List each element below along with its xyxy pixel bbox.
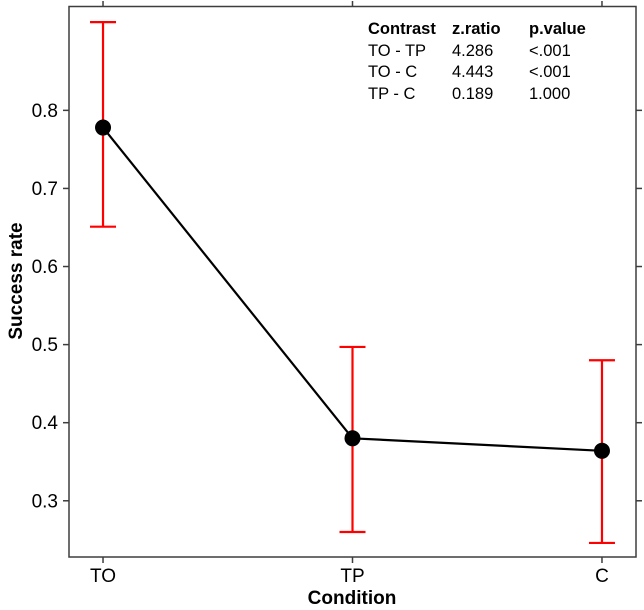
x-tick-label: TO <box>90 566 116 587</box>
stats-table: Contrast z.ratio p.value TO - TP 4.286 <.001 T… <box>368 19 586 105</box>
y-axis-title: Success rate <box>6 222 27 340</box>
stats-header-cell: p.value <box>529 20 586 38</box>
stats-cell: TO - TP <box>368 41 427 60</box>
stats-header-cell: z.ratio <box>452 20 501 38</box>
stats-cell: 0.189 <box>452 84 494 103</box>
data-point <box>344 430 361 447</box>
y-tick-label: 0.4 <box>32 413 59 434</box>
stats-cell: 1.000 <box>529 84 571 103</box>
stats-cell: <.001 <box>529 41 571 60</box>
data-point <box>593 442 610 459</box>
x-axis-title: Condition <box>307 588 397 609</box>
x-tick-label: C <box>595 566 609 587</box>
stats-cell: TO - C <box>368 63 418 81</box>
x-tick-label: TP <box>340 566 364 587</box>
y-tick-label: 0.5 <box>32 335 58 356</box>
stats-cell: <.001 <box>529 63 571 81</box>
stats-cell: 4.443 <box>452 63 494 81</box>
stats-cell: TP - C <box>368 84 416 103</box>
y-tick-label: 0.6 <box>32 257 58 278</box>
y-tick-label: 0.8 <box>32 101 58 122</box>
data-point <box>95 119 112 136</box>
stats-header-cell: Contrast <box>368 20 436 38</box>
stats-cell: 4.286 <box>452 41 494 60</box>
y-tick-label: 0.3 <box>32 491 58 512</box>
y-tick-label: 0.7 <box>32 179 58 200</box>
